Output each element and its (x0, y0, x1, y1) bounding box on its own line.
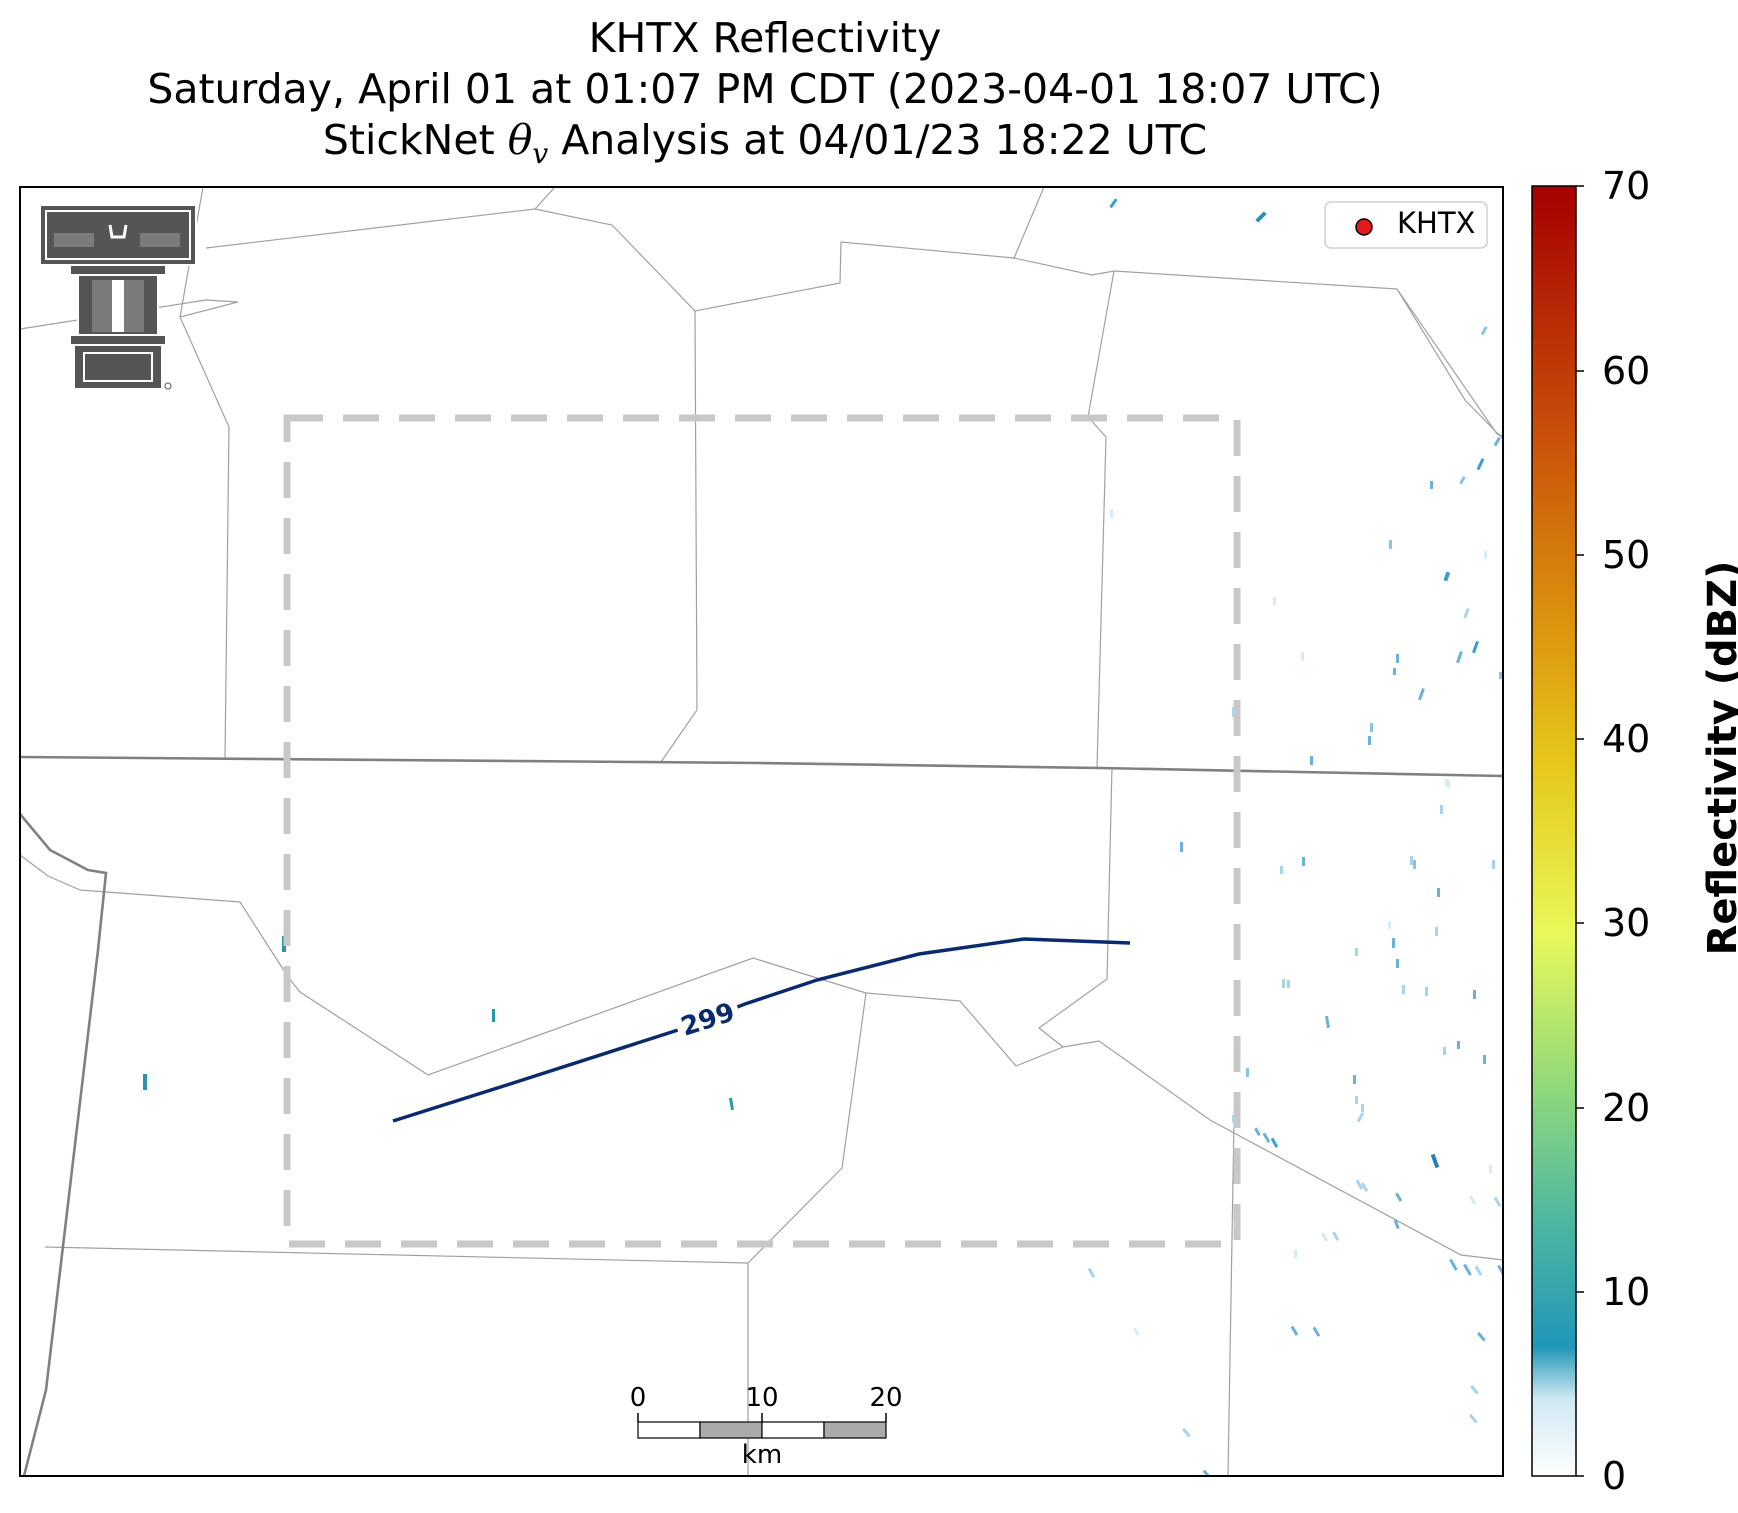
study-area-box (283, 414, 1241, 1248)
texas-tech-logo (39, 204, 197, 390)
scalebar-label-0: 0 (629, 1383, 647, 1413)
legend-box (1324, 201, 1488, 249)
scalebar-unit: km (741, 1440, 783, 1470)
theta-v-contour-299 (392, 937, 1131, 1123)
title-line-2: Saturday, April 01 at 01:07 PM CDT (2023… (147, 65, 1383, 113)
colorbar-tick-0: 0 (1602, 1454, 1627, 1498)
scalebar-label-10: 10 (745, 1383, 779, 1413)
colorbar-tick-40: 40 (1602, 717, 1651, 761)
scalebar-label-20: 20 (869, 1383, 903, 1413)
scale-bar (637, 1413, 887, 1439)
colorbar (1531, 185, 1577, 1477)
colorbar-tick-marks (1576, 185, 1584, 1477)
colorbar-tick-20: 20 (1602, 1086, 1651, 1130)
title-line-3: StickNet θv Analysis at 04/01/23 18:22 U… (322, 116, 1208, 171)
colorbar-tick-30: 30 (1602, 901, 1651, 945)
title-line-1: KHTX Reflectivity (588, 14, 942, 62)
county-lines (20, 187, 1503, 1476)
colorbar-tick-60: 60 (1602, 349, 1651, 393)
state-borders (20, 755, 1503, 1476)
colorbar-tick-70: 70 (1602, 164, 1651, 208)
radar-echoes (143, 198, 1503, 1476)
legend-marker-khtx (1355, 218, 1373, 236)
colorbar-tick-10: 10 (1602, 1270, 1651, 1314)
contour-label-bg (672, 993, 744, 1047)
legend-label-khtx: KHTX (1397, 206, 1476, 240)
map-frame (19, 186, 1504, 1477)
colorbar-label: Reflectivity (dBZ) (1700, 560, 1738, 956)
colorbar-tick-50: 50 (1602, 533, 1651, 577)
